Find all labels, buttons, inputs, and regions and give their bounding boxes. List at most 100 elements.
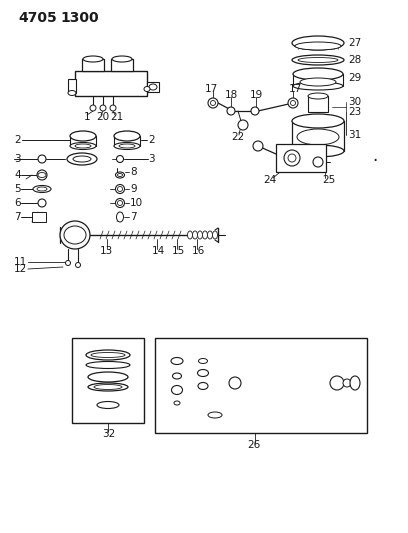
Text: 2: 2	[14, 135, 21, 145]
Circle shape	[227, 107, 235, 115]
Ellipse shape	[188, 231, 193, 239]
Ellipse shape	[117, 212, 124, 222]
Ellipse shape	[33, 185, 51, 192]
Ellipse shape	[171, 358, 183, 365]
Ellipse shape	[88, 372, 128, 382]
Ellipse shape	[60, 221, 90, 249]
Ellipse shape	[197, 231, 202, 239]
Ellipse shape	[37, 187, 47, 191]
Ellipse shape	[298, 58, 338, 62]
Text: 9: 9	[130, 184, 137, 194]
Ellipse shape	[70, 142, 96, 149]
Ellipse shape	[115, 198, 124, 207]
Ellipse shape	[293, 68, 343, 80]
Text: 24: 24	[263, 175, 276, 185]
Ellipse shape	[193, 231, 197, 239]
Ellipse shape	[70, 131, 96, 141]
Text: ·: ·	[373, 152, 378, 170]
Ellipse shape	[73, 156, 91, 162]
Ellipse shape	[297, 129, 339, 145]
Ellipse shape	[83, 56, 103, 62]
Ellipse shape	[292, 145, 344, 157]
Text: 31: 31	[348, 130, 361, 140]
Circle shape	[238, 120, 248, 130]
Text: 22: 22	[231, 132, 244, 142]
Text: 4: 4	[14, 170, 21, 180]
Ellipse shape	[300, 78, 336, 86]
Text: 17: 17	[205, 84, 218, 94]
Ellipse shape	[149, 84, 157, 90]
Ellipse shape	[293, 82, 343, 90]
Ellipse shape	[295, 42, 341, 50]
Text: 19: 19	[250, 90, 263, 100]
Circle shape	[37, 170, 47, 180]
Circle shape	[208, 98, 218, 108]
Text: 4705: 4705	[18, 11, 57, 25]
Ellipse shape	[171, 385, 182, 394]
Ellipse shape	[173, 373, 182, 379]
Text: 32: 32	[102, 429, 115, 439]
Bar	[82, 59, 104, 71]
Text: 30: 30	[348, 97, 361, 107]
Circle shape	[290, 101, 295, 106]
Text: 2: 2	[148, 135, 155, 145]
Ellipse shape	[91, 352, 125, 358]
Ellipse shape	[112, 56, 132, 62]
Text: 23: 23	[348, 107, 361, 117]
Text: 27: 27	[348, 38, 361, 48]
Text: 1300: 1300	[60, 11, 99, 25]
Bar	[308, 96, 328, 112]
Ellipse shape	[114, 142, 140, 149]
Bar	[111, 59, 133, 71]
Circle shape	[38, 155, 46, 163]
Text: 3: 3	[148, 154, 155, 164]
Ellipse shape	[292, 114, 344, 128]
Ellipse shape	[114, 131, 140, 141]
Text: 20: 20	[96, 112, 109, 122]
Ellipse shape	[97, 401, 119, 408]
Circle shape	[343, 379, 351, 387]
Circle shape	[251, 107, 259, 115]
Text: 11: 11	[14, 257, 27, 267]
Ellipse shape	[308, 93, 328, 99]
Text: 10: 10	[130, 198, 143, 208]
Bar	[72, 338, 144, 423]
Ellipse shape	[38, 173, 46, 177]
Ellipse shape	[75, 144, 91, 148]
Ellipse shape	[292, 55, 344, 65]
Ellipse shape	[86, 361, 130, 368]
Ellipse shape	[144, 86, 150, 92]
Ellipse shape	[202, 231, 208, 239]
Text: 3: 3	[14, 154, 21, 164]
Circle shape	[117, 156, 124, 163]
Text: 13: 13	[100, 246, 113, 256]
Circle shape	[75, 262, 80, 268]
Circle shape	[229, 377, 241, 389]
Text: 18: 18	[225, 90, 238, 100]
Bar	[276, 144, 326, 172]
Ellipse shape	[115, 172, 124, 178]
Ellipse shape	[86, 350, 130, 360]
Text: 29: 29	[348, 73, 361, 83]
Ellipse shape	[88, 383, 128, 391]
Ellipse shape	[199, 359, 208, 364]
Text: 17: 17	[289, 84, 302, 94]
Circle shape	[211, 101, 215, 106]
Circle shape	[253, 141, 263, 151]
Text: 5: 5	[14, 184, 21, 194]
Circle shape	[330, 376, 344, 390]
Text: 25: 25	[322, 175, 335, 185]
Ellipse shape	[198, 383, 208, 390]
Text: 7: 7	[14, 212, 21, 222]
Text: 28: 28	[348, 55, 361, 65]
Ellipse shape	[94, 384, 122, 390]
Ellipse shape	[68, 91, 76, 95]
Text: 21: 21	[110, 112, 123, 122]
Ellipse shape	[213, 231, 217, 239]
Circle shape	[284, 150, 300, 166]
Circle shape	[288, 98, 298, 108]
Ellipse shape	[118, 174, 122, 176]
Ellipse shape	[174, 401, 180, 405]
Bar	[155, 338, 367, 433]
Text: 26: 26	[247, 440, 260, 450]
